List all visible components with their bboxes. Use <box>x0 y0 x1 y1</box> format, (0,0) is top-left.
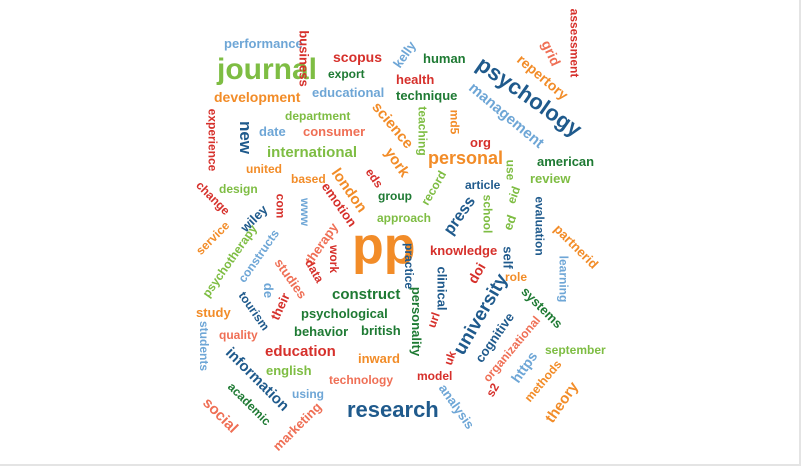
word: approach <box>377 211 432 225</box>
right-border <box>799 0 801 466</box>
word: english <box>266 363 312 378</box>
word: practice <box>402 242 417 290</box>
word: doi <box>464 259 489 287</box>
word: org <box>470 135 491 150</box>
word: inward <box>358 351 400 366</box>
word: com <box>273 193 288 219</box>
word: science <box>368 98 417 153</box>
word: self <box>500 246 516 269</box>
word: american <box>537 154 595 169</box>
word: model <box>417 369 453 383</box>
word: de <box>261 282 277 299</box>
word: technology <box>329 373 394 387</box>
word: experience <box>205 108 220 172</box>
word: date <box>259 124 286 139</box>
word: data <box>302 256 327 286</box>
word: health <box>396 72 435 87</box>
word: based <box>291 172 326 186</box>
word: personality <box>409 286 425 357</box>
word: technique <box>396 88 458 103</box>
word: behavior <box>294 324 349 339</box>
word: students <box>197 320 212 372</box>
word: consumer <box>303 124 366 139</box>
word: scopus <box>333 49 383 65</box>
word: journal <box>217 53 318 86</box>
word: september <box>545 343 606 357</box>
word: educational <box>312 85 385 100</box>
word: work <box>327 244 342 274</box>
word: education <box>265 343 336 360</box>
word: personal <box>428 148 504 168</box>
word: school <box>480 194 495 234</box>
word: using <box>292 387 324 401</box>
word: analysis <box>435 381 478 432</box>
word: british <box>361 323 401 338</box>
word: clinical <box>434 266 450 311</box>
word: role <box>505 270 528 284</box>
word: press <box>440 193 480 239</box>
word: psychological <box>301 306 388 321</box>
word: md5 <box>447 109 462 135</box>
word: pp <box>352 217 416 275</box>
word: study <box>196 305 231 320</box>
word: use <box>503 159 518 181</box>
word: grid <box>538 37 565 69</box>
word: research <box>347 397 439 422</box>
word: design <box>219 182 258 196</box>
word: url <box>424 310 443 330</box>
word: record <box>418 168 450 208</box>
bottom-border <box>0 464 801 466</box>
word: ed <box>499 212 520 233</box>
word: united <box>246 162 282 176</box>
word: s2 <box>483 380 503 400</box>
word: human <box>423 51 466 66</box>
word: development <box>214 89 301 105</box>
word: social <box>199 394 242 437</box>
word: export <box>328 67 365 81</box>
word: knowledge <box>430 243 498 258</box>
word: construct <box>332 286 401 303</box>
word: assessment <box>567 8 582 78</box>
word: review <box>530 171 571 186</box>
word: business <box>296 30 312 87</box>
word: evaluation <box>532 196 547 256</box>
word: www <box>298 197 313 227</box>
word: article <box>465 178 501 192</box>
word: theory <box>541 378 583 427</box>
word: performance <box>224 36 303 51</box>
word: service <box>193 218 233 258</box>
word: department <box>285 109 351 123</box>
word: international <box>267 144 358 161</box>
word: learning <box>556 255 571 303</box>
word: kelly <box>390 38 419 71</box>
word: uk <box>441 349 459 367</box>
word: york <box>380 144 413 181</box>
word: eds <box>362 165 387 191</box>
word: new <box>236 120 256 155</box>
word: teaching <box>415 106 430 156</box>
word: quality <box>219 328 258 342</box>
word: group <box>378 189 412 203</box>
word: eid <box>504 184 524 206</box>
